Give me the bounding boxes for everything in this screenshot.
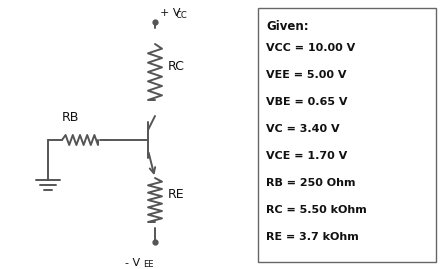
- Text: VCC = 10.00 V: VCC = 10.00 V: [266, 43, 355, 53]
- Text: RC: RC: [168, 61, 185, 73]
- Text: RB = 250 Ohm: RB = 250 Ohm: [266, 178, 355, 188]
- Text: CC: CC: [176, 11, 188, 20]
- Text: RC = 5.50 kOhm: RC = 5.50 kOhm: [266, 205, 367, 215]
- Text: Given:: Given:: [266, 20, 309, 33]
- Text: + V: + V: [160, 8, 180, 18]
- Text: RE = 3.7 kOhm: RE = 3.7 kOhm: [266, 232, 359, 242]
- Text: VBE = 0.65 V: VBE = 0.65 V: [266, 97, 347, 107]
- Text: - V: - V: [125, 258, 140, 268]
- Text: VEE = 5.00 V: VEE = 5.00 V: [266, 70, 347, 80]
- Text: VCE = 1.70 V: VCE = 1.70 V: [266, 151, 347, 161]
- Text: RB: RB: [61, 111, 79, 124]
- Text: RE: RE: [168, 189, 185, 201]
- FancyBboxPatch shape: [258, 8, 436, 262]
- Text: VC = 3.40 V: VC = 3.40 V: [266, 124, 339, 134]
- Text: EE: EE: [143, 260, 153, 269]
